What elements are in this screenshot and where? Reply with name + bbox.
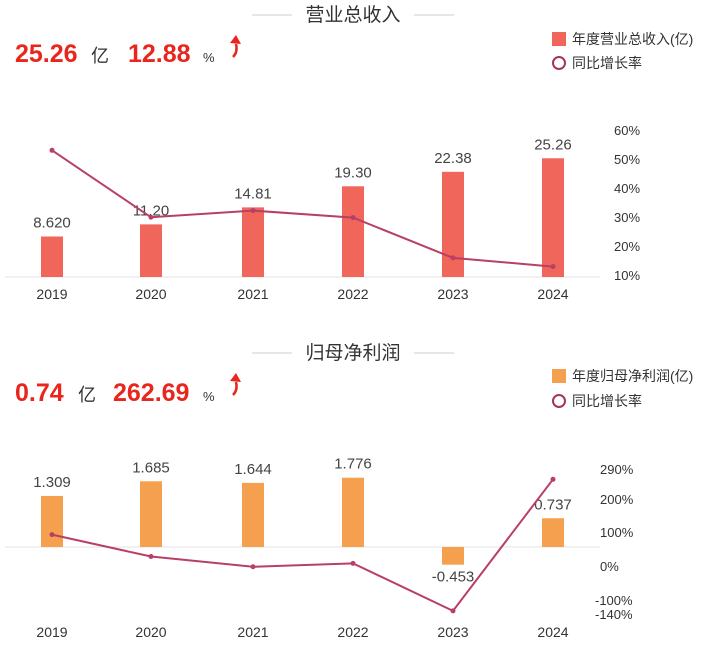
bar xyxy=(140,481,162,547)
growth-line xyxy=(51,478,554,613)
right-tick-label: 290% xyxy=(600,462,634,477)
growth-point xyxy=(148,214,154,220)
legend-line-label: 同比增长率 xyxy=(572,393,642,409)
x-tick-label: 2021 xyxy=(237,624,268,640)
x-tick-label: 2019 xyxy=(36,286,67,302)
growth-point xyxy=(350,215,356,221)
legend-bar-label: 年度营业总收入(亿) xyxy=(572,31,693,47)
kpi-unit: 亿 xyxy=(91,46,109,66)
right-tick-label: 200% xyxy=(600,492,634,507)
kpi-growth-unit: % xyxy=(203,50,215,65)
right-tick-label: 50% xyxy=(614,152,640,167)
right-tick-label: 40% xyxy=(614,181,640,196)
bar xyxy=(342,477,364,547)
bar xyxy=(242,482,264,547)
right-tick-label: 60% xyxy=(614,123,640,138)
up-arrow-icon xyxy=(232,381,238,396)
bar xyxy=(342,186,364,277)
bar-value-label: 22.38 xyxy=(434,150,472,167)
growth-point xyxy=(250,564,256,570)
legend-bar-swatch xyxy=(552,369,566,383)
x-tick-label: 2019 xyxy=(36,624,67,640)
bar-value-label: -0.453 xyxy=(432,569,475,586)
growth-point xyxy=(550,264,556,270)
bar xyxy=(242,207,264,277)
kpi-value: 0.74 xyxy=(15,379,64,407)
bar-value-label: 11.20 xyxy=(133,202,169,219)
right-tick-label: 0% xyxy=(600,559,619,574)
bar-value-label: 1.309 xyxy=(33,474,71,491)
up-arrow-icon xyxy=(232,43,238,58)
legend-line-swatch xyxy=(552,56,566,70)
kpi-value: 25.26 xyxy=(15,40,78,68)
x-tick-label: 2024 xyxy=(537,624,568,640)
growth-point xyxy=(148,554,154,560)
kpi-unit: 亿 xyxy=(78,385,96,405)
x-tick-label: 2022 xyxy=(337,286,368,302)
bar xyxy=(41,236,63,277)
legend-bar-swatch xyxy=(552,32,566,46)
growth-point xyxy=(450,255,456,261)
bar xyxy=(140,224,162,277)
up-arrowhead-icon xyxy=(230,35,241,44)
revenue-chart: 营业总收入 25.26 亿 12.88 % 年度营业总收入(亿) 同比增长率 8… xyxy=(5,4,693,302)
growth-line xyxy=(51,149,554,268)
right-tick-label: -140% xyxy=(595,607,633,622)
bar-value-label: 19.30 xyxy=(334,164,372,181)
bar xyxy=(542,158,564,277)
bar-value-label: 14.81 xyxy=(234,185,272,202)
growth-point xyxy=(49,147,55,153)
growth-point xyxy=(450,608,456,614)
right-tick-label: 20% xyxy=(614,239,640,254)
legend-bar-label: 年度归母净利润(亿) xyxy=(572,368,693,384)
chart-title: 归母净利润 xyxy=(305,342,400,364)
growth-point xyxy=(350,560,356,566)
x-tick-label: 2020 xyxy=(135,624,166,640)
bar-value-label: 1.644 xyxy=(234,461,272,478)
x-tick-label: 2021 xyxy=(237,286,268,302)
kpi-growth: 12.88 xyxy=(128,40,191,68)
growth-point xyxy=(49,532,55,538)
bar-value-label: 1.776 xyxy=(334,456,372,473)
bar xyxy=(542,518,564,547)
kpi-growth-unit: % xyxy=(203,389,215,404)
legend-line-label: 同比增长率 xyxy=(572,55,642,71)
x-tick-label: 2023 xyxy=(437,624,468,640)
right-tick-label: 100% xyxy=(600,525,634,540)
right-tick-label: 30% xyxy=(614,210,640,225)
chart-title: 营业总收入 xyxy=(305,4,400,26)
bar xyxy=(41,495,63,547)
x-tick-label: 2024 xyxy=(537,286,568,302)
right-tick-label: -100% xyxy=(595,593,633,608)
right-tick-label: 10% xyxy=(614,268,640,283)
growth-point xyxy=(250,208,256,214)
up-arrowhead-icon xyxy=(230,373,241,382)
x-tick-label: 2022 xyxy=(337,624,368,640)
kpi-growth: 262.69 xyxy=(113,379,189,407)
bar xyxy=(442,171,464,277)
net-profit-chart: 归母净利润 0.74 亿 262.69 % 年度归母净利润(亿) 同比增长率 1… xyxy=(5,342,693,640)
legend-line-swatch xyxy=(552,394,566,408)
bar-value-label: 1.685 xyxy=(132,459,170,476)
x-tick-label: 2020 xyxy=(135,286,166,302)
x-tick-label: 2023 xyxy=(437,286,468,302)
bar xyxy=(442,547,464,565)
bar-value-label: 8.620 xyxy=(33,214,71,231)
growth-point xyxy=(550,476,556,482)
bar-value-label: 25.26 xyxy=(534,136,572,153)
bar-value-label: 0.737 xyxy=(534,496,572,513)
